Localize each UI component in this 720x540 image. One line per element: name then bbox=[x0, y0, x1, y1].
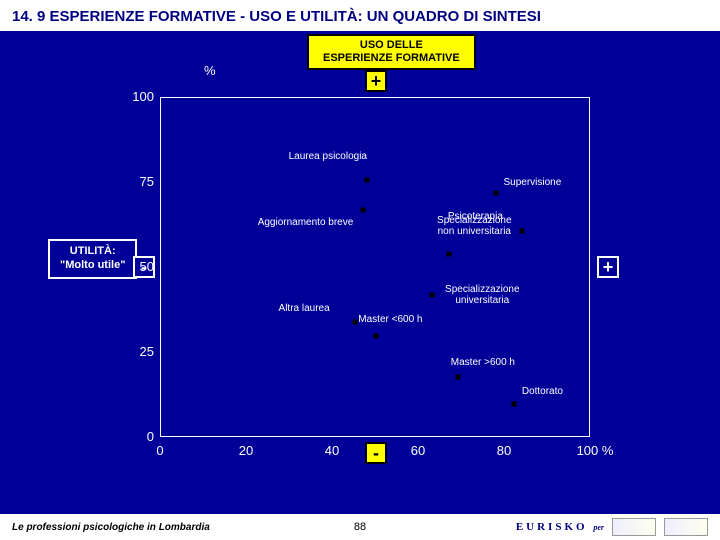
data-point bbox=[494, 191, 499, 196]
slide: 14. 9 ESPERIENZE FORMATIVE - USO E UTILI… bbox=[0, 0, 720, 540]
x-tick-label: 40 bbox=[312, 443, 352, 458]
slide-title: 14. 9 ESPERIENZE FORMATIVE - USO E UTILI… bbox=[12, 8, 708, 25]
uso-header-box: USO DELLE ESPERIENZE FORMATIVE bbox=[307, 34, 476, 70]
data-point-label: Laurea psicologia bbox=[289, 151, 367, 162]
x-tick-label: 0 bbox=[140, 443, 180, 458]
sponsor-logo-2 bbox=[664, 518, 708, 536]
plot-area: + - - + Laurea psicologiaSupervisioneAgg… bbox=[160, 97, 590, 437]
data-point-label: Aggiornamento breve bbox=[258, 217, 354, 228]
data-point-label: Specializzazioneuniversitaria bbox=[445, 284, 520, 306]
data-point bbox=[365, 177, 370, 182]
content-area: USO DELLE ESPERIENZE FORMATIVE UTILITÀ: … bbox=[0, 31, 720, 540]
data-point-label: Master >600 h bbox=[451, 357, 515, 368]
data-point-label: Specializzazionenon universitaria bbox=[437, 215, 512, 237]
data-point-label: Master <600 h bbox=[358, 314, 422, 325]
footer-right: EURISKO per bbox=[516, 518, 708, 536]
eurisko-per: per bbox=[593, 523, 604, 532]
sponsor-logo-1 bbox=[612, 518, 656, 536]
y-tick-label: 75 bbox=[110, 174, 154, 189]
data-point-label: Altra laurea bbox=[279, 303, 330, 314]
data-point bbox=[520, 228, 525, 233]
footer-left: Le professioni psicologiche in Lombardia bbox=[12, 522, 210, 533]
data-point bbox=[361, 208, 366, 213]
uso-header-line1: USO DELLE bbox=[323, 39, 460, 52]
data-point-label: Supervisione bbox=[503, 177, 561, 188]
data-point bbox=[374, 334, 379, 339]
y-percent-label: % bbox=[204, 63, 216, 78]
data-point bbox=[447, 252, 452, 257]
eurisko-logo-text: EURISKO per bbox=[516, 521, 604, 533]
data-point bbox=[429, 293, 434, 298]
data-point-label: Dottorato bbox=[522, 386, 563, 397]
y-tick-label: 0 bbox=[110, 429, 154, 444]
x-tick-label: 80 bbox=[484, 443, 524, 458]
y-tick-label: 100 bbox=[110, 89, 154, 104]
x-tick-label: 20 bbox=[226, 443, 266, 458]
data-point bbox=[511, 402, 516, 407]
scatter-plot: % + - - + Laurea psicologiaSupervisioneA… bbox=[110, 83, 670, 493]
footer: Le professioni psicologiche in Lombardia… bbox=[0, 514, 720, 540]
plus-top-icon: + bbox=[365, 70, 387, 92]
uso-header-line2: ESPERIENZE FORMATIVE bbox=[323, 52, 460, 65]
data-point bbox=[455, 374, 460, 379]
eurisko-word: EURISKO bbox=[516, 521, 588, 533]
y-tick-label: 50 bbox=[110, 259, 154, 274]
title-bar: 14. 9 ESPERIENZE FORMATIVE - USO E UTILI… bbox=[0, 0, 720, 31]
minus-bottom-icon: - bbox=[365, 442, 387, 464]
x-tick-label: 100 % bbox=[570, 443, 620, 458]
x-tick-label: 60 bbox=[398, 443, 438, 458]
y-tick-label: 25 bbox=[110, 344, 154, 359]
plus-right-icon: + bbox=[597, 256, 619, 278]
footer-page: 88 bbox=[354, 521, 366, 533]
data-point bbox=[352, 320, 357, 325]
